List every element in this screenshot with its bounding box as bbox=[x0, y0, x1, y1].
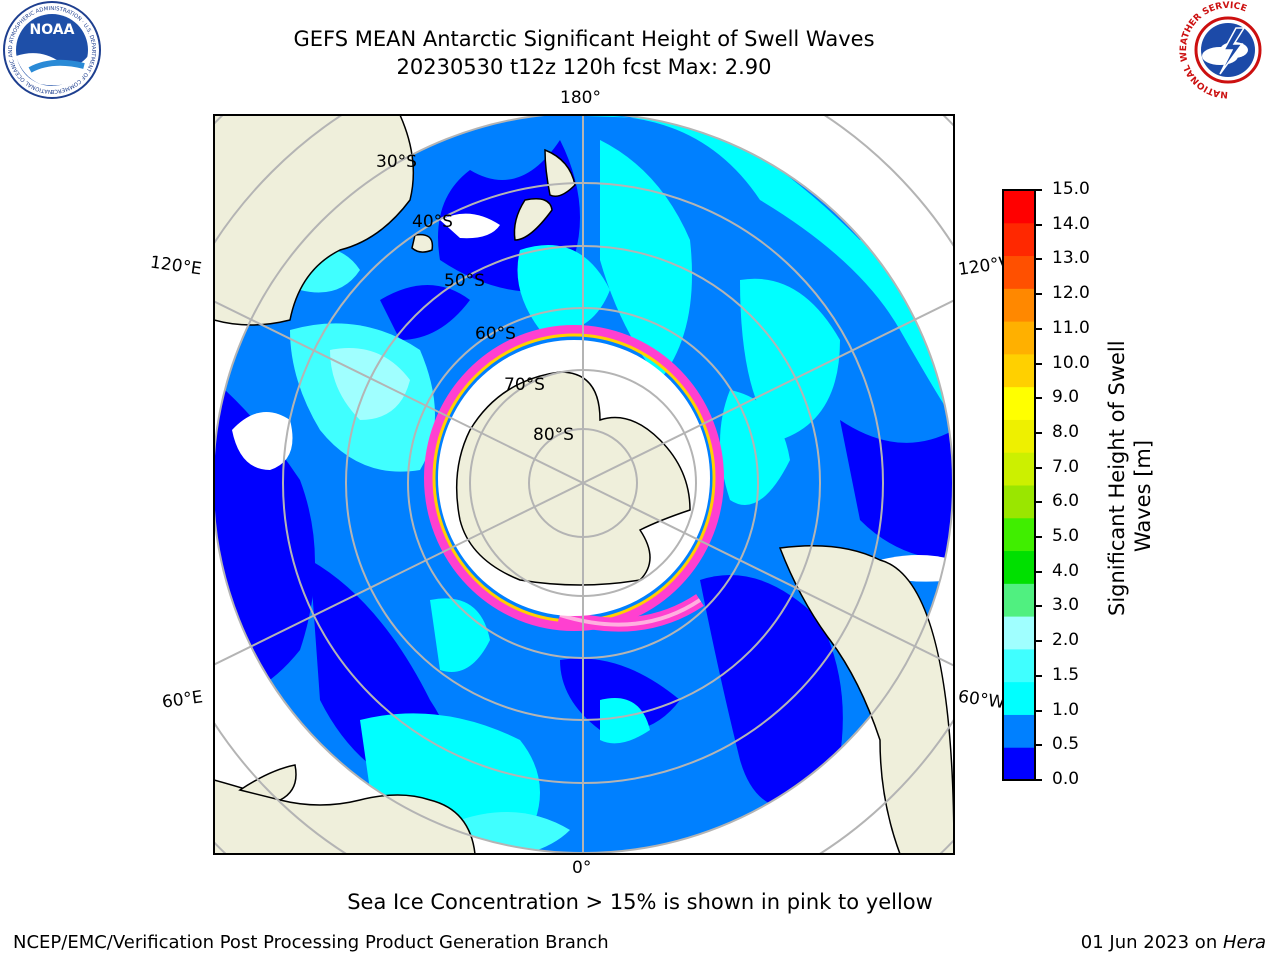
colorbar-tick-mark bbox=[1035, 674, 1042, 677]
colorbar-tick-mark bbox=[1035, 258, 1042, 261]
colorbar-tick-mark bbox=[1035, 605, 1042, 608]
colorbar-segment bbox=[1003, 517, 1035, 552]
colorbar-segment bbox=[1003, 190, 1035, 224]
colorbar-tick-label: 3.0 bbox=[1052, 595, 1080, 616]
colorbar-tick-mark bbox=[1035, 223, 1042, 226]
colorbar-tick-label: 6.0 bbox=[1052, 491, 1080, 512]
colorbar-tick-mark bbox=[1035, 501, 1042, 504]
colorbar-segment bbox=[1003, 550, 1035, 584]
colorbar-tick-mark bbox=[1035, 466, 1042, 469]
lat-label-70s: 70°S bbox=[504, 375, 545, 395]
colorbar-segment bbox=[1003, 452, 1035, 486]
colorbar-tick-mark bbox=[1035, 536, 1042, 539]
graticule bbox=[214, 115, 954, 854]
lat-label-60s: 60°S bbox=[475, 324, 516, 344]
colorbar-tick-label: 9.0 bbox=[1052, 387, 1080, 408]
colorbar-segment bbox=[1003, 714, 1035, 748]
lon-label-180: 180° bbox=[560, 88, 601, 108]
colorbar-tick-label: 2.0 bbox=[1052, 630, 1080, 651]
colorbar-segment bbox=[1003, 222, 1035, 257]
colorbar-tick-label: 0.0 bbox=[1052, 769, 1080, 789]
colorbar-tick-label: 10.0 bbox=[1052, 352, 1090, 373]
footer-date-text: 01 Jun 2023 on bbox=[1080, 932, 1223, 953]
footer-branch: NCEP/EMC/Verification Post Processing Pr… bbox=[13, 932, 609, 953]
colorbar-segment bbox=[1003, 353, 1035, 388]
colorbar-tick-mark bbox=[1035, 744, 1042, 747]
sea-ice-rim bbox=[424, 325, 724, 632]
colorbar-tick-label: 1.0 bbox=[1052, 699, 1080, 720]
colorbar bbox=[1002, 189, 1036, 781]
noaa-logo-text: NOAA bbox=[30, 22, 75, 38]
colorbar-segment bbox=[1003, 288, 1035, 322]
colorbar-tick-label: 8.0 bbox=[1052, 421, 1080, 442]
colorbar-label-line2: Waves [m] bbox=[1131, 439, 1155, 553]
colorbar-segment bbox=[1003, 681, 1035, 715]
lat-label-50s: 50°S bbox=[444, 271, 485, 291]
colorbar-segment bbox=[1003, 485, 1035, 519]
colorbar-tick-label: 4.0 bbox=[1052, 560, 1080, 581]
colorbar-tick-mark bbox=[1035, 397, 1042, 400]
lat-label-30s: 30°S bbox=[376, 152, 417, 172]
colorbar-segment bbox=[1003, 583, 1035, 617]
swell-patches bbox=[214, 115, 953, 853]
colorbar-tick-label: 11.0 bbox=[1052, 317, 1090, 338]
colorbar-tick-mark bbox=[1035, 779, 1042, 781]
colorbar-tick-label: 5.0 bbox=[1052, 526, 1080, 547]
colorbar-segment bbox=[1003, 747, 1035, 781]
sea-ice-note: Sea Ice Concentration > 15% is shown in … bbox=[347, 890, 933, 914]
lat-label-40s: 40°S bbox=[412, 212, 453, 232]
new-zealand-south bbox=[513, 198, 553, 241]
chart-subtitle: 20230530 t12z 120h fcst Max: 2.90 bbox=[396, 55, 772, 79]
colorbar-segment bbox=[1003, 255, 1035, 289]
colorbar-tick-label: 13.0 bbox=[1052, 248, 1090, 269]
colorbar-segment bbox=[1003, 648, 1035, 683]
colorbar-segment bbox=[1003, 386, 1035, 420]
noaa-logo: NOAA NATIONAL OCEANIC AND ATMOSPHERIC AD… bbox=[3, 1, 101, 99]
colorbar-label-line1: Significant Height of Swell bbox=[1105, 340, 1129, 616]
nws-logo: NATIONAL WEATHER SERVICE bbox=[1179, 1, 1275, 99]
colorbar-tick-label: 15.0 bbox=[1052, 179, 1090, 199]
footer-machine: Hera bbox=[1222, 932, 1266, 953]
colorbar-tick-label: 1.5 bbox=[1052, 664, 1080, 685]
colorbar-label: Significant Height of Swell Waves [m] bbox=[1104, 340, 1156, 616]
colorbar-tick-mark bbox=[1035, 189, 1042, 191]
colorbar-tick-mark bbox=[1035, 640, 1042, 643]
colorbar-tick-label: 14.0 bbox=[1052, 213, 1090, 234]
colorbar-tick-mark bbox=[1035, 362, 1042, 365]
colorbar-tick-mark bbox=[1035, 431, 1042, 434]
colorbar-tick-mark bbox=[1035, 327, 1042, 330]
colorbar-tick-label: 0.5 bbox=[1052, 734, 1080, 755]
colorbar-tick-mark bbox=[1035, 570, 1042, 573]
footer-date: 01 Jun 2023 on Hera bbox=[1081, 932, 1266, 953]
chart-title: GEFS MEAN Antarctic Significant Height o… bbox=[293, 27, 875, 51]
map-frame bbox=[213, 114, 955, 855]
colorbar-tick-mark bbox=[1035, 709, 1042, 712]
tasmania-landmass bbox=[411, 233, 434, 253]
lat-label-80s: 80°S bbox=[533, 425, 574, 445]
colorbar-tick-label: 7.0 bbox=[1052, 456, 1080, 477]
colorbar-tick-mark bbox=[1035, 293, 1042, 296]
colorbar-tick-label: 12.0 bbox=[1052, 283, 1090, 304]
colorbar-segment bbox=[1003, 321, 1035, 355]
lon-label-0: 0° bbox=[572, 858, 592, 878]
colorbar-segment bbox=[1003, 419, 1035, 453]
australia-landmass bbox=[214, 115, 415, 326]
colorbar-segment bbox=[1003, 616, 1035, 650]
